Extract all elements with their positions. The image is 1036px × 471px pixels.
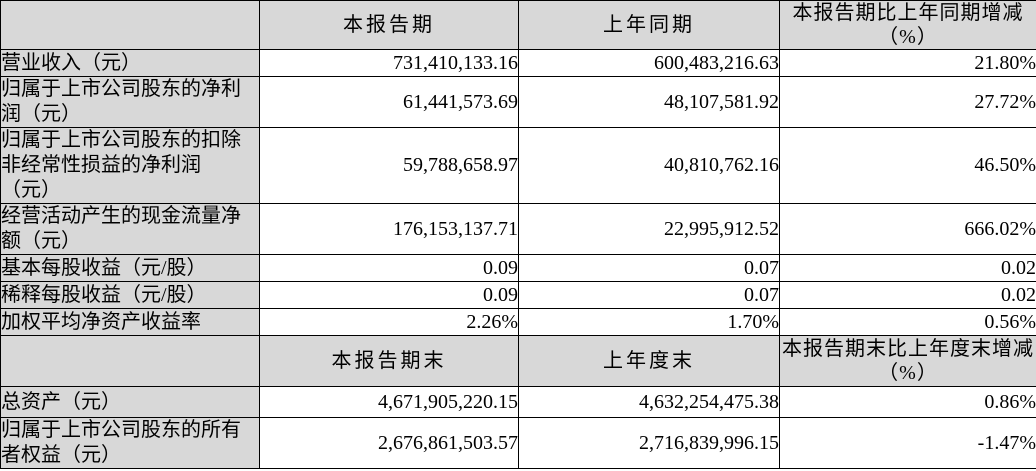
current-period-value: 0.09 — [259, 254, 519, 282]
change-value: 0.56% — [779, 308, 1036, 336]
row-label: 经营活动产生的现金流量净 额（元） — [0, 203, 260, 255]
prior-period-value: 40,810,762.16 — [518, 127, 780, 204]
period-header-change: 本报告期比上年同期增减 （%） — [779, 0, 1036, 50]
current-period-value: 4,671,905,220.15 — [259, 386, 519, 418]
row-label: 总资产（元） — [0, 386, 260, 418]
change-value: 666.02% — [779, 203, 1036, 255]
balance-header-corner-cell — [0, 335, 260, 387]
table-row-diluted-eps: 稀释每股收益（元/股） 0.09 0.07 0.02 — [0, 281, 1036, 309]
prior-period-value: 1.70% — [518, 308, 780, 336]
prior-period-value: 600,483,216.63 — [518, 49, 780, 77]
change-value: 27.72% — [779, 76, 1036, 128]
table-row-net-profit: 归属于上市公司股东的净利 润（元） 61,441,573.69 48,107,5… — [0, 76, 1036, 128]
prior-period-value: 4,632,254,475.38 — [518, 386, 780, 418]
change-value: 0.86% — [779, 386, 1036, 418]
table-row-basic-eps: 基本每股收益（元/股） 0.09 0.07 0.02 — [0, 254, 1036, 282]
table-row-operating-cash-flow: 经营活动产生的现金流量净 额（元） 176,153,137.71 22,995,… — [0, 203, 1036, 255]
table-row-operating-revenue: 营业收入（元） 731,410,133.16 600,483,216.63 21… — [0, 49, 1036, 77]
prior-period-value: 2,716,839,996.15 — [518, 417, 780, 469]
table-row-weighted-avg-roe: 加权平均净资产收益率 2.26% 1.70% 0.56% — [0, 308, 1036, 336]
prior-period-value: 48,107,581.92 — [518, 76, 780, 128]
prior-period-value: 0.07 — [518, 281, 780, 309]
change-value: 0.02 — [779, 281, 1036, 309]
period-header-current: 本报告期 — [259, 0, 519, 50]
current-period-value: 59,788,658.97 — [259, 127, 519, 204]
row-label: 归属于上市公司股东的净利 润（元） — [0, 76, 260, 128]
prior-period-value: 22,995,912.52 — [518, 203, 780, 255]
table-row-owners-equity: 归属于上市公司股东的所有 者权益（元） 2,676,861,503.57 2,7… — [0, 417, 1036, 469]
current-period-value: 61,441,573.69 — [259, 76, 519, 128]
balance-header-change: 本报告期末比上年度末增减 （%） — [779, 335, 1036, 387]
current-period-value: 731,410,133.16 — [259, 49, 519, 77]
balance-header-current: 本报告期末 — [259, 335, 519, 387]
current-period-value: 2.26% — [259, 308, 519, 336]
change-value: -1.47% — [779, 417, 1036, 469]
row-label: 加权平均净资产收益率 — [0, 308, 260, 336]
row-label: 稀释每股收益（元/股） — [0, 281, 260, 309]
prior-period-value: 0.07 — [518, 254, 780, 282]
balance-header-prior: 上年度末 — [518, 335, 780, 387]
balance-header-row: 本报告期末 上年度末 本报告期末比上年度末增减 （%） — [0, 335, 1036, 387]
period-header-row: 本报告期 上年同期 本报告期比上年同期增减 （%） — [0, 0, 1036, 50]
current-period-value: 176,153,137.71 — [259, 203, 519, 255]
table-row-total-assets: 总资产（元） 4,671,905,220.15 4,632,254,475.38… — [0, 386, 1036, 418]
table-row-net-profit-excl-nonrecurring: 归属于上市公司股东的扣除 非经常性损益的净利润 （元） 59,788,658.9… — [0, 127, 1036, 204]
period-header-corner-cell — [0, 0, 260, 50]
change-value: 46.50% — [779, 127, 1036, 204]
change-value: 21.80% — [779, 49, 1036, 77]
row-label: 营业收入（元） — [0, 49, 260, 77]
current-period-value: 0.09 — [259, 281, 519, 309]
change-value: 0.02 — [779, 254, 1036, 282]
row-label: 基本每股收益（元/股） — [0, 254, 260, 282]
row-label: 归属于上市公司股东的扣除 非经常性损益的净利润 （元） — [0, 127, 260, 204]
current-period-value: 2,676,861,503.57 — [259, 417, 519, 469]
row-label: 归属于上市公司股东的所有 者权益（元） — [0, 417, 260, 469]
period-header-prior: 上年同期 — [518, 0, 780, 50]
